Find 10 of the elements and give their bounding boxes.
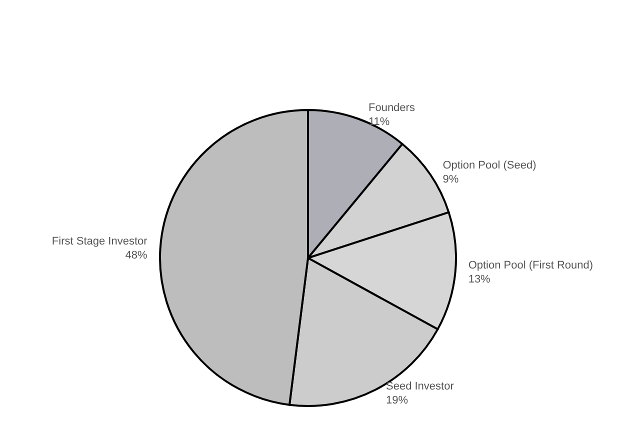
data-label: 9%: [442, 174, 459, 186]
data-label: 13%: [468, 273, 491, 286]
slice-label: Seed Investor: [386, 380, 454, 392]
data-label: 11%: [368, 116, 390, 128]
slice-label: Option Pool (Seed): [442, 160, 536, 172]
slice-label: Founders: [368, 102, 416, 114]
data-label: 48%: [125, 249, 148, 262]
data-label: 19%: [386, 394, 408, 406]
slice-label: First Stage Investor: [52, 235, 148, 248]
slice-label: Option Pool (First Round): [468, 259, 594, 272]
